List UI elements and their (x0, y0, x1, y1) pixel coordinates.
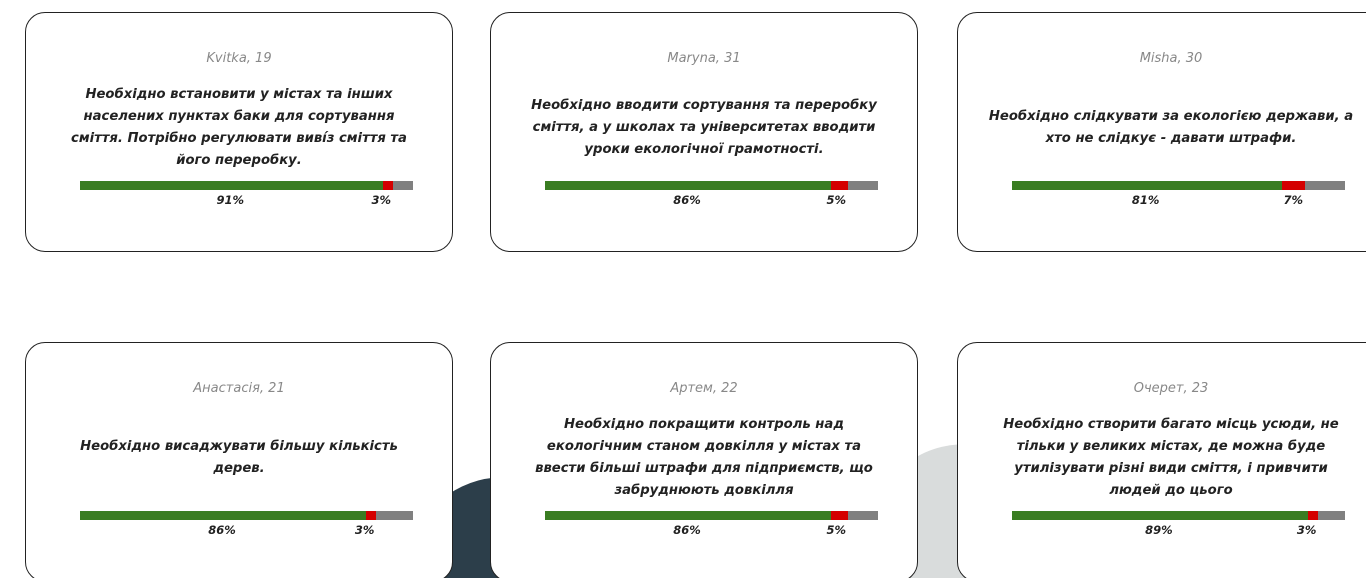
comment-text: Необхідно створити багато місць усюди, н… (988, 405, 1354, 511)
page: Kvitka, 19 Необхідно встановити у містах … (0, 0, 1366, 578)
comment-text: Необхідно висаджувати більшу кількість д… (56, 405, 422, 511)
disagree-label: 3% (1297, 523, 1317, 537)
agree-bar (80, 181, 383, 190)
vote-bar (1012, 511, 1345, 520)
agree-bar (545, 181, 831, 190)
disagree-bar (383, 181, 393, 190)
agree-bar (80, 511, 366, 520)
disagree-bar (366, 511, 376, 520)
agree-bar (545, 511, 831, 520)
disagree-label: 3% (372, 193, 392, 207)
disagree-bar (1282, 181, 1305, 190)
agree-label: 86% (208, 523, 236, 537)
vote-bar (1012, 181, 1345, 190)
comment-text: Необхідно слідкувати за екологією держав… (988, 75, 1354, 181)
agree-label: 91% (217, 193, 245, 207)
vote-bar (80, 511, 413, 520)
author: Maryna, 31 (491, 51, 917, 66)
vote-bar (80, 181, 413, 190)
comment-card: Kvitka, 19 Необхідно встановити у містах … (25, 12, 453, 252)
disagree-bar (1308, 511, 1318, 520)
comment-text: Необхідно покращити контроль над екологі… (521, 405, 887, 511)
comment-card: Maryna, 31 Необхідно вводити сортування т… (490, 12, 918, 252)
agree-label: 89% (1145, 523, 1173, 537)
disagree-bar (831, 511, 848, 520)
vote-bar (545, 181, 878, 190)
agree-label: 86% (673, 523, 701, 537)
author: Misha, 30 (958, 51, 1366, 66)
comment-text: Необхідно встановити у містах та інших н… (56, 75, 422, 181)
comment-card: Очерет, 23 Необхідно створити багато місц… (957, 342, 1366, 578)
comment-text: Необхідно вводити сортування та переробк… (521, 75, 887, 181)
author: Артем, 22 (491, 381, 917, 396)
agree-bar (1012, 511, 1308, 520)
comment-card: Артем, 22 Необхідно покращити контроль на… (490, 342, 918, 578)
comment-card: Анастасія, 21 Необхідно висаджувати більш… (25, 342, 453, 578)
agree-label: 86% (673, 193, 701, 207)
disagree-label: 7% (1284, 193, 1304, 207)
comment-card: Misha, 30 Необхідно слідкувати за екологі… (957, 12, 1366, 252)
disagree-label: 5% (827, 523, 847, 537)
author: Очерет, 23 (958, 381, 1366, 396)
author: Kvitka, 19 (26, 51, 452, 66)
disagree-label: 5% (827, 193, 847, 207)
disagree-bar (831, 181, 848, 190)
author: Анастасія, 21 (26, 381, 452, 396)
disagree-label: 3% (355, 523, 375, 537)
agree-label: 81% (1132, 193, 1160, 207)
vote-bar (545, 511, 878, 520)
agree-bar (1012, 181, 1282, 190)
